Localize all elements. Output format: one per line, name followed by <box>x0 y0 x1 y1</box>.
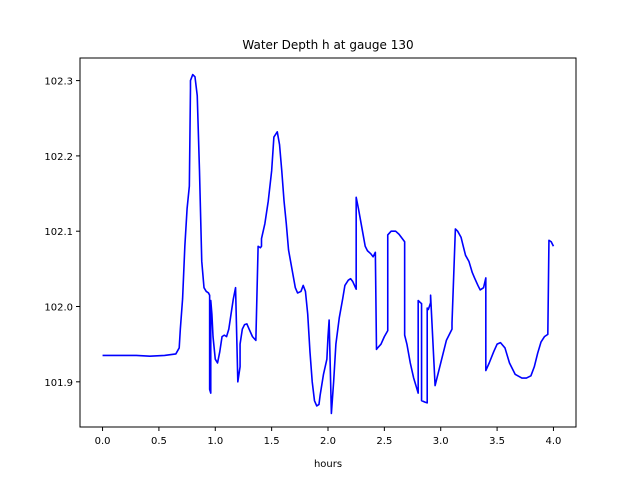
y-tick-label: 101.9 <box>44 378 73 389</box>
x-tick-label: 0.5 <box>151 436 167 447</box>
y-tick-label: 102.0 <box>44 303 73 314</box>
chart-title: Water Depth h at gauge 130 <box>242 38 413 52</box>
y-tick-label: 102.1 <box>44 227 73 238</box>
x-tick-label: 2.5 <box>376 436 392 447</box>
x-tick-label: 3.0 <box>433 436 449 447</box>
y-tick-label: 102.2 <box>44 152 73 163</box>
y-tick-label: 102.3 <box>44 77 73 88</box>
plot-area: 0.0 0.5 1.0 1.5 2.0 2.5 3.0 3.5 4.0 101.9 102.0 102… <box>44 57 577 447</box>
x-tick-label: 3.5 <box>489 436 505 447</box>
x-axis-label: hours <box>314 459 342 470</box>
x-tick-label: 1.0 <box>207 436 223 447</box>
series-line-1 <box>102 73 555 415</box>
x-tick-label: 4.0 <box>546 436 562 447</box>
x-tick-label: 2.0 <box>320 436 336 447</box>
x-tick-label: 0.0 <box>95 436 111 447</box>
x-tick-label: 1.5 <box>264 436 280 447</box>
